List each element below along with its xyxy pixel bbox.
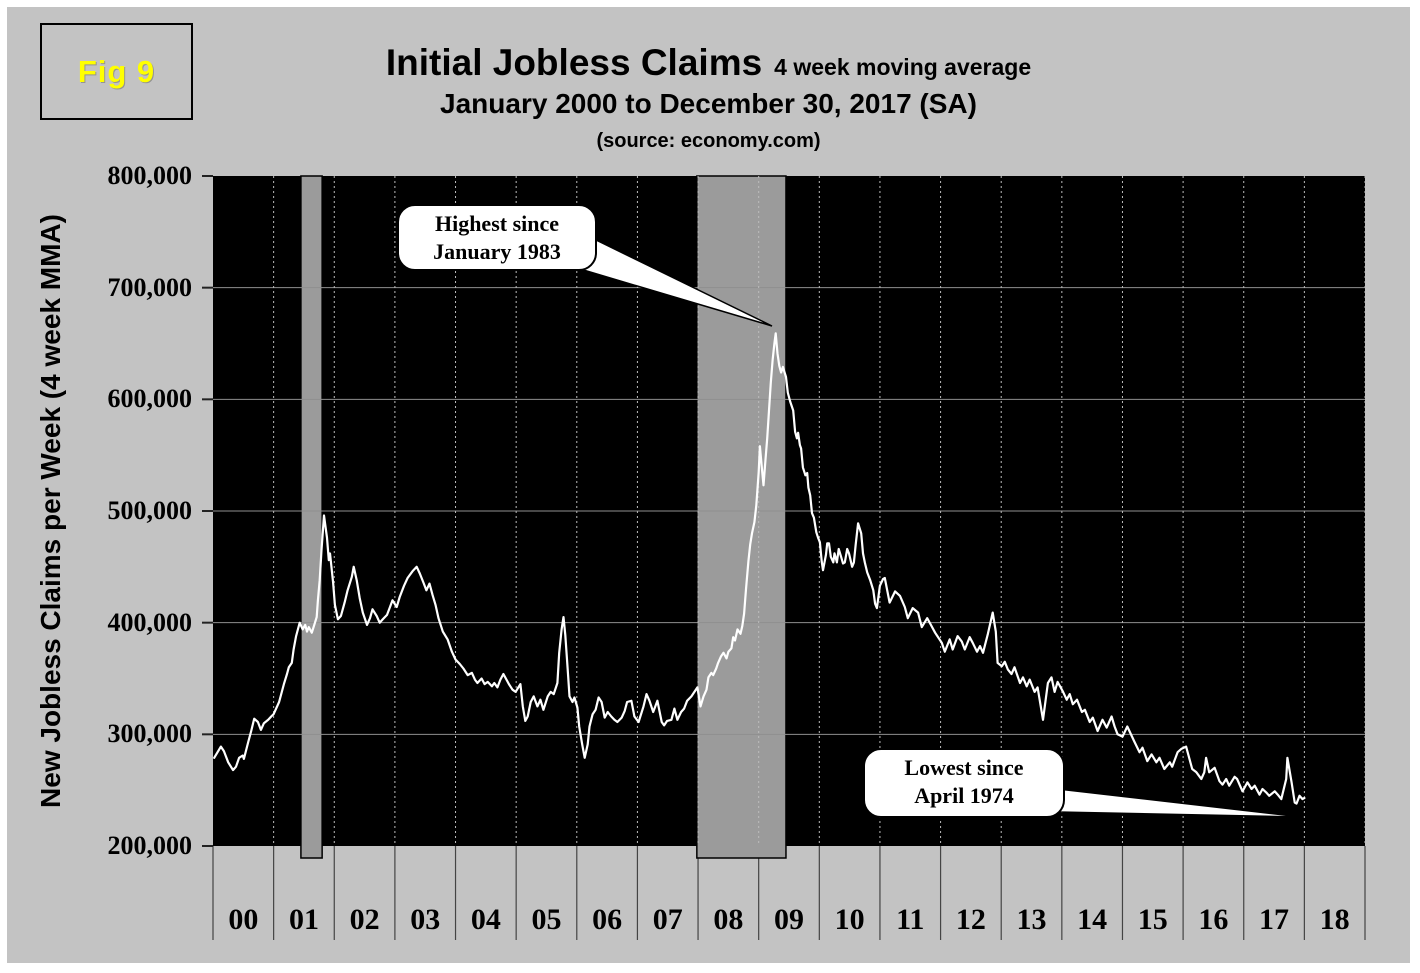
x-tick-label: 03: [410, 903, 441, 936]
chart-source: (source: economy.com): [596, 130, 821, 152]
x-tick-label: 06: [592, 903, 623, 936]
callout-lowest-line2: April 1974: [914, 783, 1014, 808]
x-tick-label: 00: [228, 903, 259, 936]
chart-title-suffix: 4 week moving average: [774, 54, 1032, 80]
callout-highest: Highest since January 1983: [397, 204, 597, 271]
x-tick-label: 15: [1137, 903, 1168, 936]
x-tick-label: 13: [1016, 903, 1047, 936]
recession-band: [300, 175, 323, 859]
y-tick-label: 500,000: [107, 496, 193, 525]
x-tick-label: 18: [1319, 903, 1350, 936]
series-line: [213, 332, 1306, 805]
x-tick-label: 11: [896, 903, 925, 936]
y-tick-label: 800,000: [107, 161, 193, 190]
callout-highest-line1: Highest since: [434, 211, 560, 236]
chart-title-row: Initial Jobless Claims 4 week moving aver…: [0, 42, 1417, 84]
y-tick-label: 300,000: [107, 719, 193, 749]
chart-subtitle: January 2000 to December 30, 2017 (SA): [440, 88, 977, 119]
y-tick-label: 200,000: [107, 831, 193, 860]
x-tick-label: 02: [349, 903, 380, 936]
figure-number-box: Fig 9: [40, 23, 193, 120]
chart-title: Initial Jobless Claims: [385, 42, 763, 83]
y-tick-label: 600,000: [107, 384, 193, 414]
x-tick-label: 07: [652, 903, 683, 936]
x-tick-label: 14: [1077, 903, 1108, 936]
recession-band: [696, 175, 787, 859]
x-tick-label: 09: [774, 903, 804, 936]
x-tick-label: 16: [1198, 903, 1229, 936]
y-tick-label: 700,000: [107, 272, 193, 302]
callout-lowest: Lowest since April 1974: [863, 748, 1065, 818]
x-tick-label: 17: [1259, 903, 1290, 936]
y-tick-label: 400,000: [107, 607, 193, 637]
figure-number-label: Fig 9: [77, 53, 156, 89]
x-tick-label: 08: [713, 903, 744, 936]
x-tick-label: 10: [834, 903, 865, 936]
x-tick-label: 05: [531, 903, 562, 936]
x-tick-label: 12: [955, 903, 986, 936]
x-tick-label: 01: [288, 903, 319, 936]
callout-highest-line2: January 1983: [433, 239, 561, 264]
x-tick-label: 04: [470, 903, 501, 936]
callout-lowest-line1: Lowest since: [904, 755, 1024, 780]
